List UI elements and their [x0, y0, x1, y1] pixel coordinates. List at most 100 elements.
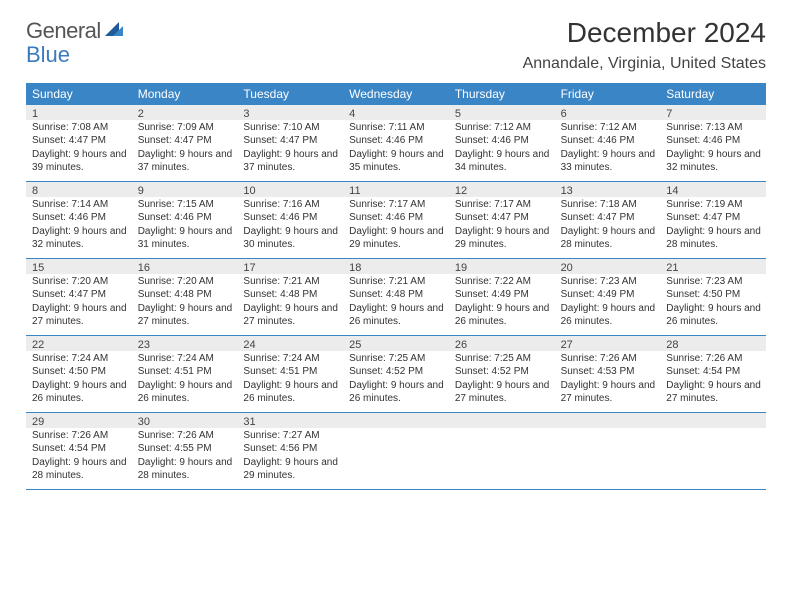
sunset-line: Sunset: 4:56 PM	[243, 442, 339, 456]
day-number: 22	[26, 336, 132, 351]
sunset-line: Sunset: 4:47 PM	[561, 211, 657, 225]
daylight-line: Daylight: 9 hours and 33 minutes.	[561, 148, 657, 175]
day-number: 3	[237, 105, 343, 120]
sunrise-line: Sunrise: 7:12 AM	[455, 121, 551, 135]
daylight-line: Daylight: 9 hours and 28 minutes.	[666, 225, 762, 252]
sunrise-line: Sunrise: 7:23 AM	[666, 275, 762, 289]
day-header: Friday	[555, 83, 661, 105]
day-cell: Sunrise: 7:24 AMSunset: 4:51 PMDaylight:…	[132, 351, 238, 412]
day-cell: Sunrise: 7:26 AMSunset: 4:54 PMDaylight:…	[660, 351, 766, 412]
sunset-line: Sunset: 4:46 PM	[32, 211, 128, 225]
sunrise-line: Sunrise: 7:16 AM	[243, 198, 339, 212]
day-number: 29	[26, 413, 132, 428]
sunset-line: Sunset: 4:48 PM	[243, 288, 339, 302]
sunrise-line: Sunrise: 7:15 AM	[138, 198, 234, 212]
daylight-line: Daylight: 9 hours and 26 minutes.	[243, 379, 339, 406]
sunset-line: Sunset: 4:48 PM	[138, 288, 234, 302]
day-cell: Sunrise: 7:18 AMSunset: 4:47 PMDaylight:…	[555, 197, 661, 258]
sunrise-line: Sunrise: 7:21 AM	[243, 275, 339, 289]
daylight-line: Daylight: 9 hours and 26 minutes.	[349, 379, 445, 406]
day-cell: Sunrise: 7:17 AMSunset: 4:47 PMDaylight:…	[449, 197, 555, 258]
day-cell: Sunrise: 7:26 AMSunset: 4:55 PMDaylight:…	[132, 428, 238, 489]
day-cell: Sunrise: 7:15 AMSunset: 4:46 PMDaylight:…	[132, 197, 238, 258]
logo-text-general: General	[26, 18, 101, 44]
day-cell: Sunrise: 7:17 AMSunset: 4:46 PMDaylight:…	[343, 197, 449, 258]
daylight-line: Daylight: 9 hours and 34 minutes.	[455, 148, 551, 175]
daylight-line: Daylight: 9 hours and 35 minutes.	[349, 148, 445, 175]
sunrise-line: Sunrise: 7:23 AM	[561, 275, 657, 289]
day-cell: Sunrise: 7:20 AMSunset: 4:48 PMDaylight:…	[132, 274, 238, 335]
day-header: Monday	[132, 83, 238, 105]
sunrise-line: Sunrise: 7:25 AM	[455, 352, 551, 366]
day-cell: Sunrise: 7:19 AMSunset: 4:47 PMDaylight:…	[660, 197, 766, 258]
sunrise-line: Sunrise: 7:08 AM	[32, 121, 128, 135]
day-number: 5	[449, 105, 555, 120]
sunset-line: Sunset: 4:47 PM	[666, 211, 762, 225]
daylight-line: Daylight: 9 hours and 28 minutes.	[32, 456, 128, 483]
sunrise-line: Sunrise: 7:24 AM	[138, 352, 234, 366]
sunset-line: Sunset: 4:48 PM	[349, 288, 445, 302]
day-number: 23	[132, 336, 238, 351]
day-number: 21	[660, 259, 766, 274]
sunrise-line: Sunrise: 7:26 AM	[666, 352, 762, 366]
day-cell: Sunrise: 7:23 AMSunset: 4:49 PMDaylight:…	[555, 274, 661, 335]
sunset-line: Sunset: 4:46 PM	[455, 134, 551, 148]
day-cell	[343, 428, 449, 489]
sunrise-line: Sunrise: 7:20 AM	[32, 275, 128, 289]
day-number	[660, 413, 766, 428]
daylight-line: Daylight: 9 hours and 30 minutes.	[243, 225, 339, 252]
sunrise-line: Sunrise: 7:10 AM	[243, 121, 339, 135]
sunrise-line: Sunrise: 7:18 AM	[561, 198, 657, 212]
sunset-line: Sunset: 4:49 PM	[455, 288, 551, 302]
sunrise-line: Sunrise: 7:26 AM	[561, 352, 657, 366]
day-cell: Sunrise: 7:10 AMSunset: 4:47 PMDaylight:…	[237, 120, 343, 181]
daylight-line: Daylight: 9 hours and 26 minutes.	[455, 302, 551, 329]
sunset-line: Sunset: 4:46 PM	[349, 134, 445, 148]
sunrise-line: Sunrise: 7:24 AM	[32, 352, 128, 366]
sunrise-line: Sunrise: 7:21 AM	[349, 275, 445, 289]
sunrise-line: Sunrise: 7:24 AM	[243, 352, 339, 366]
day-number: 28	[660, 336, 766, 351]
sunset-line: Sunset: 4:46 PM	[138, 211, 234, 225]
day-number: 13	[555, 182, 661, 197]
day-cell: Sunrise: 7:22 AMSunset: 4:49 PMDaylight:…	[449, 274, 555, 335]
day-number: 25	[343, 336, 449, 351]
sunset-line: Sunset: 4:51 PM	[138, 365, 234, 379]
sunset-line: Sunset: 4:46 PM	[666, 134, 762, 148]
day-cell: Sunrise: 7:26 AMSunset: 4:53 PMDaylight:…	[555, 351, 661, 412]
daylight-line: Daylight: 9 hours and 29 minutes.	[243, 456, 339, 483]
sunset-line: Sunset: 4:50 PM	[32, 365, 128, 379]
daylight-line: Daylight: 9 hours and 28 minutes.	[561, 225, 657, 252]
daylight-line: Daylight: 9 hours and 27 minutes.	[455, 379, 551, 406]
day-cell: Sunrise: 7:21 AMSunset: 4:48 PMDaylight:…	[237, 274, 343, 335]
day-number: 7	[660, 105, 766, 120]
day-cell: Sunrise: 7:27 AMSunset: 4:56 PMDaylight:…	[237, 428, 343, 489]
day-number: 2	[132, 105, 238, 120]
header: General December 2024 Annandale, Virgini…	[26, 18, 766, 73]
daylight-line: Daylight: 9 hours and 26 minutes.	[138, 379, 234, 406]
week-divider	[26, 489, 766, 490]
sunset-line: Sunset: 4:52 PM	[349, 365, 445, 379]
day-header: Tuesday	[237, 83, 343, 105]
sunset-line: Sunset: 4:54 PM	[32, 442, 128, 456]
day-cell: Sunrise: 7:23 AMSunset: 4:50 PMDaylight:…	[660, 274, 766, 335]
sunrise-line: Sunrise: 7:11 AM	[349, 121, 445, 135]
daylight-line: Daylight: 9 hours and 29 minutes.	[455, 225, 551, 252]
calendar-grid: SundayMondayTuesdayWednesdayThursdayFrid…	[26, 83, 766, 490]
day-cell: Sunrise: 7:25 AMSunset: 4:52 PMDaylight:…	[449, 351, 555, 412]
day-header: Thursday	[449, 83, 555, 105]
day-number: 11	[343, 182, 449, 197]
day-number: 31	[237, 413, 343, 428]
sunset-line: Sunset: 4:49 PM	[561, 288, 657, 302]
day-cell: Sunrise: 7:25 AMSunset: 4:52 PMDaylight:…	[343, 351, 449, 412]
day-number: 9	[132, 182, 238, 197]
page-title: December 2024	[523, 18, 766, 49]
daylight-line: Daylight: 9 hours and 39 minutes.	[32, 148, 128, 175]
day-cell: Sunrise: 7:13 AMSunset: 4:46 PMDaylight:…	[660, 120, 766, 181]
day-number: 24	[237, 336, 343, 351]
sunrise-line: Sunrise: 7:17 AM	[349, 198, 445, 212]
sunset-line: Sunset: 4:55 PM	[138, 442, 234, 456]
day-cell: Sunrise: 7:12 AMSunset: 4:46 PMDaylight:…	[555, 120, 661, 181]
daylight-line: Daylight: 9 hours and 27 minutes.	[561, 379, 657, 406]
sunrise-line: Sunrise: 7:17 AM	[455, 198, 551, 212]
